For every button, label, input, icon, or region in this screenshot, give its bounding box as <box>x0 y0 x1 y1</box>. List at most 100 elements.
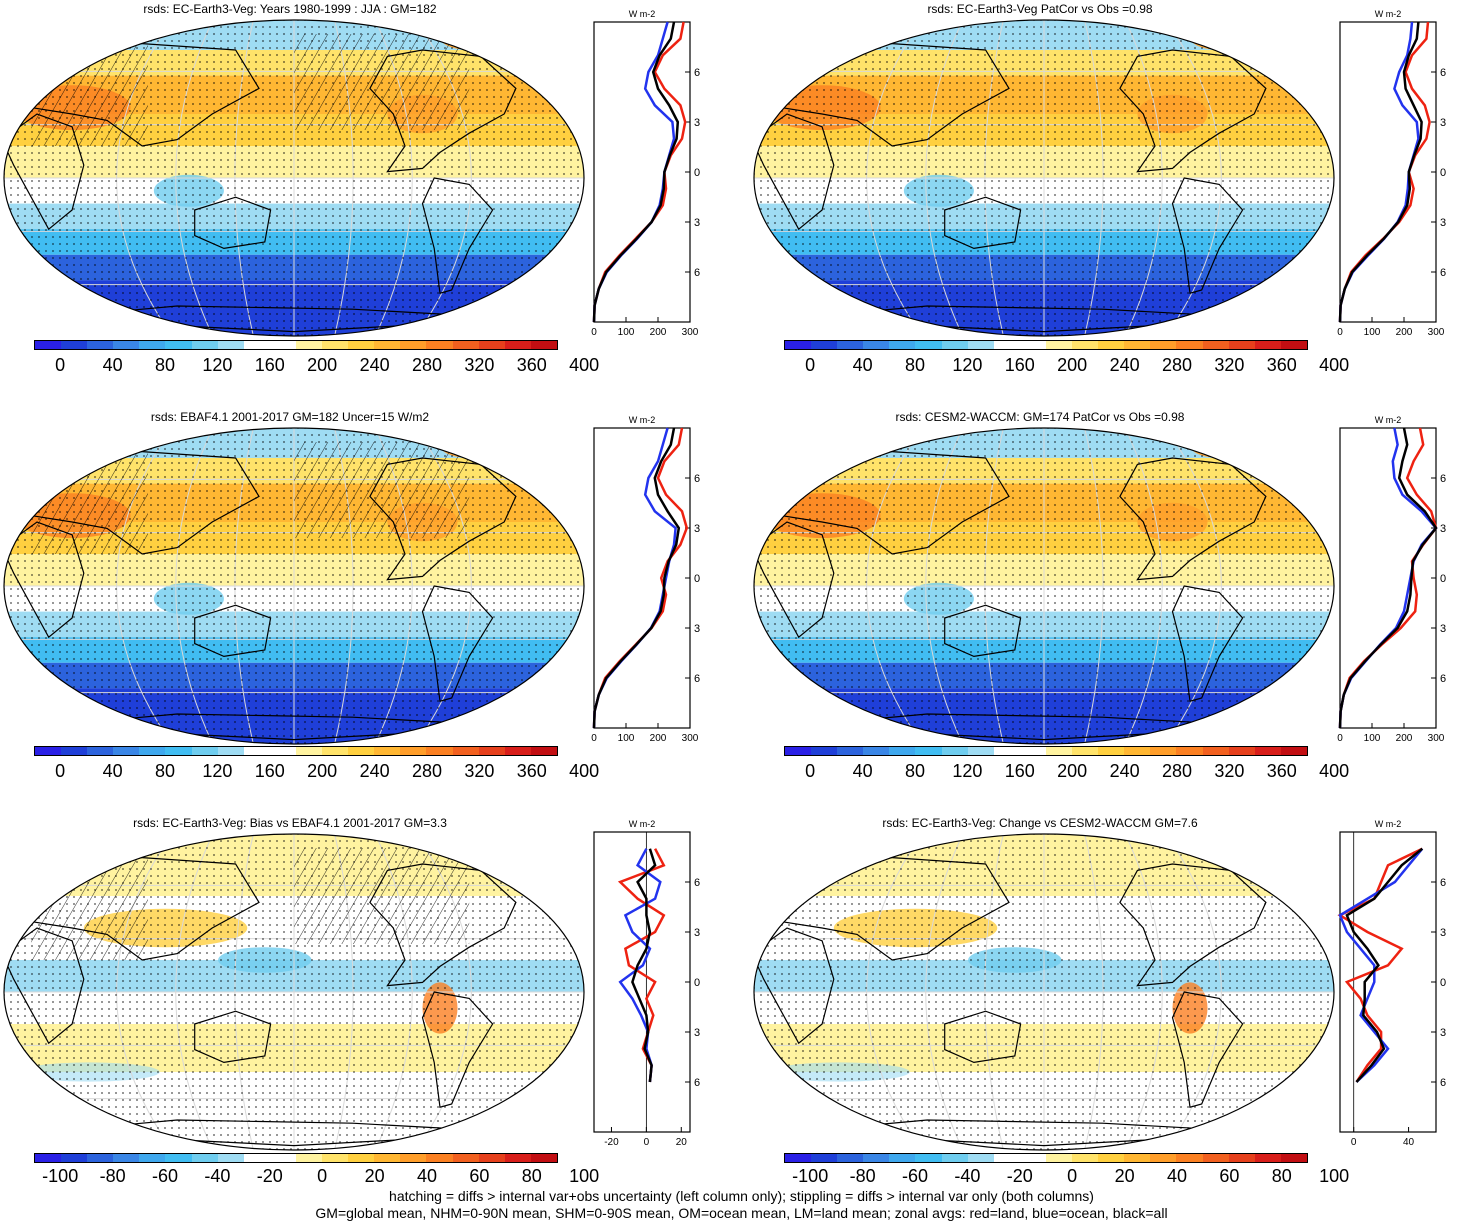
lat-label: 30S <box>1440 217 1446 229</box>
colorbar-swatch <box>1202 747 1229 755</box>
colorbar-swatch <box>269 1154 296 1162</box>
colorbar-swatch <box>993 1154 1020 1162</box>
colorbar-swatch <box>295 341 323 349</box>
colorbar <box>34 746 558 756</box>
colorbar-swatch <box>504 341 531 349</box>
profile-line-land <box>1338 21 1431 323</box>
colorbar-swatch <box>530 341 557 349</box>
map <box>753 19 1335 337</box>
lat-label: 60S <box>1440 1077 1446 1089</box>
profile-tick-label: 0 <box>1337 327 1343 338</box>
profile-line-ocean <box>1338 427 1438 729</box>
panel-title: rsds: EBAF4.1 2001-2017 GM=182 Uncer=15 … <box>150 410 430 424</box>
colorbar-tick-label: -60 <box>151 1166 179 1186</box>
profile-line-land <box>1338 427 1438 729</box>
lat-label: 60N <box>694 877 700 889</box>
colorbar-swatch <box>348 747 375 755</box>
hatching <box>294 442 470 538</box>
colorbar-swatch <box>530 747 557 755</box>
colorbar-swatch <box>941 747 968 755</box>
colorbar-swatch <box>165 341 192 349</box>
lat-label: 30N <box>1440 523 1446 535</box>
lat-label: 60N <box>1440 877 1446 889</box>
colorbar-tick-label: 120 <box>202 761 233 781</box>
colorbar-swatch <box>811 747 838 755</box>
zonal-profile: W m-2 60N 30N 0 30S 60S 0 40 <box>1337 819 1446 1148</box>
colorbar-swatch <box>811 341 838 349</box>
profile-frame <box>593 21 691 323</box>
map-border <box>753 427 1335 745</box>
colorbar-tick-label: 200 <box>307 355 338 375</box>
colorbar-tick-label: 100 <box>569 1166 600 1186</box>
colorbar-swatch <box>295 1154 323 1162</box>
colorbar-tick-label: 20 <box>1114 1166 1135 1186</box>
colorbar <box>34 1153 558 1163</box>
colorbar-tick-label: 400 <box>1319 355 1350 375</box>
colorbar-swatch <box>478 1154 505 1162</box>
colorbar-tick-label: 40 <box>416 1166 438 1186</box>
zonal-profile: W m-2 60N 30N 0 30S 60S 0 100 200 300 <box>1337 9 1446 338</box>
colorbar-swatch <box>400 341 427 349</box>
colorbar-swatch <box>113 1154 140 1162</box>
colorbar <box>784 746 1308 756</box>
colorbar-tick-label: 80 <box>154 761 176 781</box>
colorbar-swatch <box>426 1154 453 1162</box>
colorbar-swatch <box>915 1154 942 1162</box>
panel-title: rsds: EC-Earth3-Veg: Years 1980-1999 : J… <box>143 2 437 16</box>
map <box>753 427 1335 745</box>
colorbar-tick-label: 200 <box>1057 355 1088 375</box>
colorbar-swatch <box>1176 341 1203 349</box>
lat-label: 60N <box>1440 473 1446 485</box>
profile-line-ocean <box>618 848 662 1083</box>
colorbar-swatch <box>426 747 453 755</box>
profile-unit: W m-2 <box>1375 415 1402 425</box>
colorbar-swatch <box>165 1154 192 1162</box>
colorbar <box>784 1153 1308 1163</box>
colorbar-tick-label: 280 <box>1161 355 1193 375</box>
colorbar-swatch <box>1254 747 1281 755</box>
colorbar-tick-label: 320 <box>464 761 495 781</box>
lat-label: 60S <box>694 1077 700 1089</box>
colorbar-swatch <box>217 1154 244 1162</box>
colorbar-tick-label: 240 <box>359 761 390 781</box>
profile-tick-label: 200 <box>650 327 667 338</box>
profile-tick-label: 0 <box>1351 1137 1357 1148</box>
profile-unit: W m-2 <box>629 819 656 829</box>
colorbar-swatch <box>1072 747 1099 755</box>
colorbar-swatch <box>322 1154 349 1162</box>
colorbar-swatch <box>1280 747 1307 755</box>
colorbar-swatch <box>243 747 270 755</box>
hatching <box>31 848 149 960</box>
colorbar-swatch <box>1176 1154 1203 1162</box>
colorbar-swatch <box>322 747 349 755</box>
colorbar-swatch <box>504 747 531 755</box>
profile-tick-label: 300 <box>1428 733 1445 744</box>
colorbar-swatch <box>785 341 812 349</box>
profile-line-all <box>1338 427 1438 729</box>
profile-tick-label: 200 <box>650 733 667 744</box>
colorbar-swatch <box>400 747 427 755</box>
profile-frame <box>1339 427 1437 729</box>
colorbar-tick-label: -20 <box>1006 1166 1033 1186</box>
colorbar-swatch <box>1254 341 1281 349</box>
colorbar-swatch <box>1098 747 1125 755</box>
lat-label: 30N <box>694 117 700 129</box>
map <box>3 833 585 1151</box>
profile-tick-label: 20 <box>676 1137 688 1148</box>
colorbar-swatch <box>217 747 244 755</box>
colorbar-swatch <box>191 341 218 349</box>
colorbar-swatch <box>61 747 88 755</box>
colorbar-swatch <box>35 1154 62 1162</box>
lat-label: 60S <box>1440 267 1446 279</box>
colorbar-swatch <box>374 747 401 755</box>
profile-tick-label: 100 <box>1364 733 1381 744</box>
profile-tick-label: 0 <box>1337 733 1343 744</box>
colorbar-tick-label: 400 <box>569 761 600 781</box>
colorbar-tick-label: 20 <box>364 1166 385 1186</box>
colorbar-swatch <box>61 341 88 349</box>
colorbar-swatch <box>87 1154 114 1162</box>
profile-tick-label: 100 <box>1364 327 1381 338</box>
profile-unit: W m-2 <box>629 415 656 425</box>
stippling <box>754 428 1334 744</box>
profile-tick-label: -20 <box>604 1137 619 1148</box>
